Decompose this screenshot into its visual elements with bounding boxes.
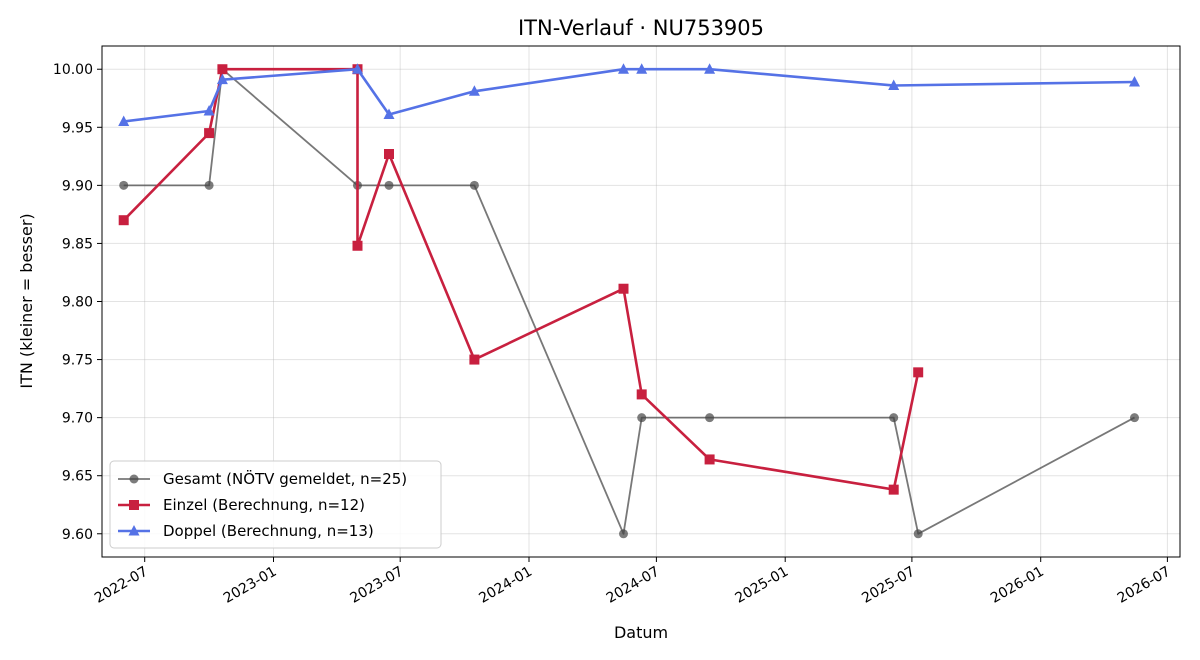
series-line (123, 68, 1135, 535)
x-tick-label: 2023-07 (348, 564, 407, 607)
data-point (119, 180, 129, 190)
x-tick-label: 2025-01 (733, 564, 792, 607)
legend: Gesamt (NÖTV gemeldet, n=25) Einzel (Bere… (109, 460, 442, 549)
legend-marker (128, 525, 140, 536)
data-point (618, 63, 629, 74)
data-point (118, 115, 130, 126)
data-point (913, 367, 924, 378)
data-point (469, 180, 479, 190)
y-tick-label: 9.80 (62, 295, 93, 311)
y-tick-label: 9.70 (62, 411, 93, 427)
y-tick-label: 9.95 (62, 120, 93, 136)
x-tick-label: 2026-01 (988, 564, 1047, 607)
x-tick-label: 2026-07 (1115, 564, 1174, 607)
data-point (636, 63, 648, 74)
data-point (216, 73, 228, 85)
legend-label: Doppel (Berechnung, n=13) (163, 522, 374, 540)
data-point (352, 63, 363, 74)
legend-label: Einzel (Berechnung, n=12) (163, 496, 365, 514)
y-axis-label: ITN (kleiner = besser) (17, 213, 36, 388)
data-point (469, 354, 480, 365)
x-tick-label: 2022-07 (92, 564, 151, 607)
series-square (118, 64, 924, 495)
legend-marker (129, 500, 139, 510)
chart-title: ITN-Verlauf · NU753905 (518, 16, 764, 40)
data-point (203, 105, 215, 116)
data-point (118, 215, 129, 226)
legend-box (109, 460, 442, 549)
data-point (618, 283, 629, 294)
x-axis-label: Datum (614, 623, 668, 642)
x-tick-label: 2024-07 (604, 564, 663, 607)
data-point (468, 85, 480, 96)
x-tick-label: 2024-01 (476, 564, 535, 607)
data-point (888, 79, 900, 90)
data-point (636, 389, 647, 400)
x-tick-label: 2025-07 (859, 564, 918, 607)
data-point (204, 128, 215, 139)
y-tick-layer: 9.60 9.65 9.70 9.75 9.80 9.85 9.90 9.95 10.00 (53, 62, 102, 543)
data-point (1129, 76, 1140, 87)
data-point (888, 484, 899, 495)
x-tick-layer: 2022-07 2023-01 2023-07 2024-01 2024-07 2025-… (92, 557, 1173, 607)
data-point (637, 413, 647, 423)
legend-label: Gesamt (NÖTV gemeldet, n=25) (163, 469, 407, 488)
data-point (1130, 413, 1139, 423)
x-tick-label: 2023-01 (221, 564, 280, 607)
data-point (889, 413, 899, 423)
y-tick-label: 9.60 (62, 527, 93, 543)
y-tick-label: 9.65 (62, 469, 93, 485)
data-point (913, 529, 923, 539)
data-point (383, 108, 395, 120)
data-point (704, 454, 715, 465)
y-tick-label: 10.00 (53, 62, 93, 78)
legend-marker (129, 474, 139, 484)
data-point (384, 149, 394, 160)
series-line (122, 67, 920, 491)
y-tick-label: 9.75 (62, 353, 93, 369)
y-tick-label: 9.90 (62, 178, 93, 194)
data-point (217, 64, 228, 75)
data-point (352, 240, 363, 251)
series-triangle (118, 63, 1140, 126)
y-tick-label: 9.85 (62, 236, 93, 252)
data-point (384, 180, 394, 190)
data-point (704, 63, 716, 74)
data-point (705, 413, 715, 423)
data-point (204, 180, 214, 190)
data-point (619, 529, 628, 539)
series-layer (118, 63, 1140, 539)
